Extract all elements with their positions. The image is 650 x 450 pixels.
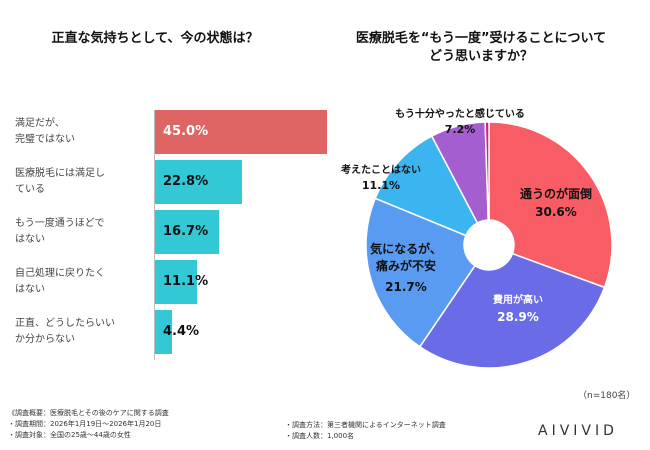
- bar-chart-title: 正直な気持ちとして、今の状態は？: [51, 31, 259, 46]
- pie-slice-label: 費用が高い: [493, 293, 543, 306]
- bar: [155, 110, 327, 154]
- bar-value-label: 16.7%: [163, 224, 209, 239]
- survey-method: ・調査方法：第三者機関によるインターネット調査: [285, 421, 446, 429]
- bar-category-label-line: 完璧ではない: [15, 134, 75, 145]
- bar-category-label: 満足だが、完璧ではない: [15, 116, 145, 148]
- survey-period: ・調査期間：2026年1月19日〜2026年1月20日: [8, 420, 162, 428]
- bar: [155, 160, 243, 204]
- pie-slice-label: 通うのが面倒: [520, 186, 592, 201]
- bar-chart: 満足だが、完璧ではない 45.0% 医療脱毛には満足し ている 22.8% もう一度通うほ…: [0, 100, 330, 370]
- survey-info-left: 《調査概要：医療脱毛とその後のケアに関する調査 ・調査期間：2026年1月19日…: [8, 408, 278, 441]
- bar-value-label: 45.0%: [163, 124, 209, 139]
- bar-value-label: 11.1%: [163, 274, 209, 289]
- bar-value-label: 4.4%: [163, 324, 200, 339]
- bar-category-label-line: 満足だが、: [15, 118, 65, 129]
- survey-count: ・調査人数：1,000名: [285, 432, 355, 440]
- pie-slice-value: 30.6%: [535, 205, 577, 219]
- pie-slice: [484, 121, 490, 221]
- bar-category-label-line: はない: [15, 284, 45, 295]
- pie-slice-label: もう十分やったと感じている: [395, 107, 525, 120]
- survey-overview: 《調査概要：医療脱毛とその後のケアに関する調査: [8, 409, 169, 417]
- pie-slice-value: 11.1%: [362, 179, 400, 192]
- pie-slice-label: 気になるが、: [370, 241, 442, 256]
- pie-slice: [365, 197, 476, 348]
- bar: [155, 260, 198, 304]
- bar-category-label-line: 正直、どうしたらいい: [15, 318, 115, 329]
- pie-slice: [488, 121, 613, 289]
- pie-slice-label: 痛みが不安: [375, 258, 436, 273]
- bar-category-label-line: もう一度通うほどで: [15, 218, 105, 229]
- bar-category-label-line: 医療脱毛には満足し: [15, 168, 105, 179]
- pie-slice-value: 7.2%: [445, 123, 476, 136]
- bar-category-label: 自己処理に戻りたく はない: [15, 266, 145, 298]
- bar-category-label: 医療脱毛には満足し ている: [15, 166, 145, 198]
- pie-slice-value: 21.7%: [385, 280, 427, 294]
- bar-category-label-line: か分からない: [15, 334, 75, 345]
- pie-chart-title-line-2: どう思いますか？: [428, 49, 533, 64]
- bar: [155, 210, 219, 254]
- bar-category-label-line: ている: [15, 184, 45, 195]
- pie-chart-title: 医療脱毛を“もう一度”受けることについて どう思いますか？: [322, 30, 640, 66]
- pie-chart-title-line-1: 医療脱毛を“もう一度”受けることについて: [355, 31, 607, 46]
- bar-category-label: 正直、どうしたらいい か分からない: [15, 316, 145, 348]
- bar-category-label: もう一度通うほどで はない: [15, 216, 145, 248]
- bar-value-label: 22.8%: [163, 174, 209, 189]
- pie-slice-value: 28.9%: [497, 310, 539, 324]
- bar-category-label-line: 自己処理に戻りたく: [15, 268, 105, 279]
- survey-target: ・調査対象：全国の25歳〜44歳の女性: [8, 431, 131, 439]
- pie-slice: [418, 252, 606, 369]
- pie-slice-label: 考えたことはない: [341, 163, 421, 176]
- bar-category-label-line: はない: [15, 234, 45, 245]
- pie-slice: [374, 135, 479, 237]
- survey-info-right: ・調査方法：第三者機関によるインターネット調査 ・調査人数：1,000名: [285, 420, 525, 442]
- sample-size-note: （n=180名）: [578, 391, 636, 401]
- brand-logo: AIVIVID: [538, 423, 618, 439]
- bar: [155, 310, 172, 354]
- bar-chart-axis: [154, 110, 155, 360]
